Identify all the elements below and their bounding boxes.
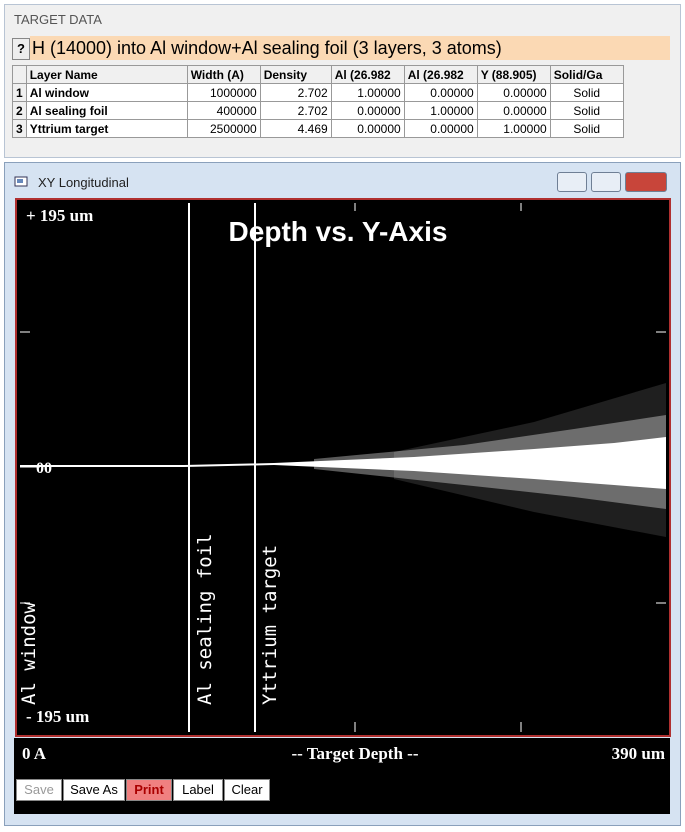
layer-label: Al sealing foil [194,533,216,705]
table-cell: 2500000 [186,119,261,138]
column-header: Solid/Ga [549,65,624,84]
layer-label: Al window [18,601,40,705]
table-cell: 1.00000 [403,101,478,120]
toolbar-button[interactable]: Label [173,779,223,801]
table-cell: 0.00000 [403,83,478,102]
help-button[interactable]: ? [12,38,30,60]
row-index: 1 [12,83,27,102]
table-cell: 1000000 [186,83,261,102]
layer-label: Yttrium target [259,545,281,705]
table-cell: Solid [549,119,624,138]
table-cell: 0.00000 [330,119,405,138]
layer-table: Layer Name Width (A) Density Al (26.982 Al (… [12,65,624,138]
table-cell: 0.00000 [476,101,551,120]
x-left-label: 0 A [22,744,47,763]
description: H (14000) into Al window+Al sealing foil… [30,36,670,60]
y-center-label: 00 [36,460,52,477]
table-cell: 1.00000 [476,119,551,138]
panel-title: TARGET DATA [14,12,102,27]
close-button[interactable] [625,172,667,192]
layer-boundaries [188,203,256,732]
table-cell: Solid [549,83,624,102]
column-header: Y (88.905) [476,65,551,84]
maximize-button[interactable] [591,172,621,192]
table-cell: 0.00000 [403,119,478,138]
row-index: 2 [12,101,27,120]
table-cell: 4.469 [259,119,332,138]
corner [12,65,27,84]
column-header: Width (A) [186,65,261,84]
axis-ticks [20,203,666,732]
x-right-label: 390 um [611,744,665,763]
table-row: 2 Al sealing foil 400000 2.702 0.00000 1.0000… [12,101,624,120]
table-cell: 400000 [186,101,261,120]
plot-area: + 195 um 00 - 195 um Depth vs. Y-Axis Al… [15,198,671,737]
window-title: XY Longitudinal [38,175,129,190]
column-header: Layer Name [25,65,188,84]
column-header: Al (26.982 [330,65,405,84]
table-cell: 1.00000 [330,83,405,102]
row-index: 3 [12,119,27,138]
toolbar-button[interactable]: Clear [224,779,270,801]
table-cell: Yttrium target [25,119,188,138]
table-row: 3 Yttrium target 2500000 4.469 0.00000 0.0000… [12,119,624,138]
table-cell: 0.00000 [330,101,405,120]
y-bottom-label: - 195 um [26,707,89,726]
toolbar-button[interactable]: Print [126,779,172,801]
table-cell: 0.00000 [476,83,551,102]
ion-cloud [20,383,666,537]
column-header: Density [259,65,332,84]
column-header: Al (26.982 [403,65,478,84]
table-cell: 2.702 [259,101,332,120]
toolbar-button[interactable]: Save As [63,779,125,801]
plot-title: Depth vs. Y-Axis [229,216,448,247]
x-axis-title: -- Target Depth -- [291,744,419,763]
table-cell: Al sealing foil [25,101,188,120]
table-cell: 2.702 [259,83,332,102]
y-top-label: + 195 um [26,206,93,225]
minimize-button[interactable] [557,172,587,192]
bottom-bar [14,738,670,814]
window-icon [14,176,28,187]
table-cell: Solid [549,101,624,120]
toolbar-button[interactable]: Save [16,779,62,801]
table-cell: Al window [25,83,188,102]
table-row: 1 Al window 1000000 2.702 1.00000 0.00000 0.00… [12,83,624,102]
